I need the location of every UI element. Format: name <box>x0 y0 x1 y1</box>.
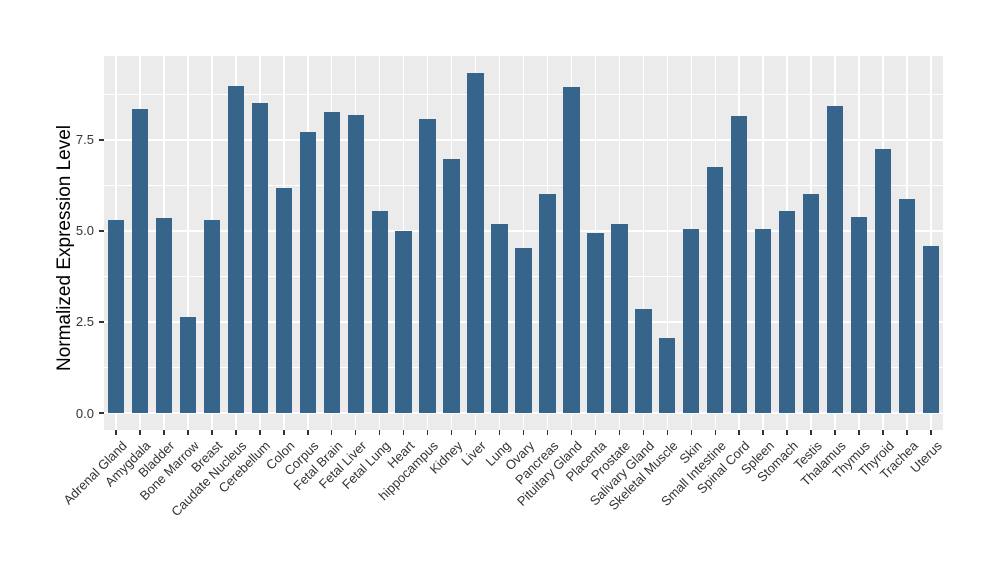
bar <box>107 220 125 413</box>
x-tick-mark <box>762 430 764 435</box>
bar <box>179 316 197 413</box>
bar <box>419 118 436 413</box>
y-tick-mark <box>99 139 104 141</box>
y-tick-label: 7.5 <box>75 132 94 148</box>
y-tick-mark <box>99 230 104 232</box>
bar <box>707 166 724 413</box>
x-tick-mark <box>570 430 573 435</box>
bar <box>275 188 292 413</box>
bar <box>779 210 796 413</box>
gridline-v <box>642 56 645 430</box>
y-tick-label: 2.5 <box>75 314 94 330</box>
y-tick-label: 0.0 <box>75 405 94 421</box>
bar <box>898 198 916 413</box>
bar <box>155 217 173 413</box>
x-tick-mark <box>690 430 693 435</box>
y-tick-label: 5.0 <box>75 223 94 239</box>
bar <box>323 111 340 413</box>
bar <box>922 245 940 413</box>
x-tick-mark <box>546 430 549 435</box>
bar <box>395 230 412 413</box>
bar <box>443 158 460 413</box>
bar <box>587 232 604 413</box>
bar <box>131 109 149 413</box>
gridline-v <box>522 56 525 430</box>
x-tick-mark <box>738 430 740 435</box>
x-tick-mark <box>786 430 788 435</box>
x-tick-mark <box>402 430 405 435</box>
bar <box>347 115 364 413</box>
x-tick-mark <box>307 430 309 435</box>
bar <box>203 220 221 413</box>
x-tick-mark <box>522 430 525 435</box>
bar <box>659 338 676 413</box>
bar <box>755 229 772 413</box>
x-tick-mark <box>426 430 429 435</box>
gridline-v <box>666 56 669 430</box>
bar <box>299 131 316 413</box>
x-tick-mark <box>378 430 381 435</box>
bar <box>611 224 628 413</box>
x-tick-mark <box>259 430 261 435</box>
plot-panel <box>104 56 943 430</box>
bar <box>563 86 580 413</box>
bar <box>467 73 484 413</box>
x-tick-mark <box>211 430 213 435</box>
x-tick-mark <box>930 430 932 435</box>
y-axis-title: Normalized Expression Level <box>54 124 75 372</box>
x-tick-mark <box>834 430 836 435</box>
x-tick-mark <box>618 430 621 435</box>
x-tick-mark <box>450 430 453 435</box>
x-tick-mark <box>187 430 189 435</box>
bar <box>371 210 388 413</box>
bar <box>803 193 820 413</box>
bar <box>635 308 652 413</box>
x-tick-label-text: Liver <box>458 438 490 469</box>
x-tick-mark <box>330 430 333 435</box>
x-tick-mark <box>666 430 669 435</box>
bar <box>515 248 532 413</box>
x-tick-mark <box>594 430 597 435</box>
gridline-v <box>930 56 932 430</box>
bar <box>826 106 844 413</box>
bar <box>731 115 748 413</box>
x-tick-mark <box>498 430 501 435</box>
x-tick-mark <box>882 430 884 435</box>
x-tick-mark <box>474 430 477 435</box>
bar <box>683 229 700 413</box>
x-tick-mark <box>354 430 357 435</box>
x-tick-mark <box>810 430 812 435</box>
x-tick-mark <box>235 430 237 435</box>
bar <box>227 86 244 413</box>
x-tick-mark <box>714 430 717 435</box>
bar <box>251 102 268 413</box>
bar <box>539 193 556 413</box>
x-tick-mark <box>139 430 141 435</box>
gridline-v <box>187 56 189 430</box>
x-tick-mark <box>283 430 285 435</box>
y-tick-mark <box>99 321 104 323</box>
bar <box>874 149 892 413</box>
x-tick-mark <box>858 430 860 435</box>
x-tick-mark <box>115 430 117 435</box>
x-tick-mark <box>906 430 908 435</box>
bar <box>491 224 508 413</box>
x-tick-mark <box>163 430 165 435</box>
bar <box>850 216 868 413</box>
y-tick-mark <box>99 412 104 414</box>
x-tick-mark <box>642 430 645 435</box>
